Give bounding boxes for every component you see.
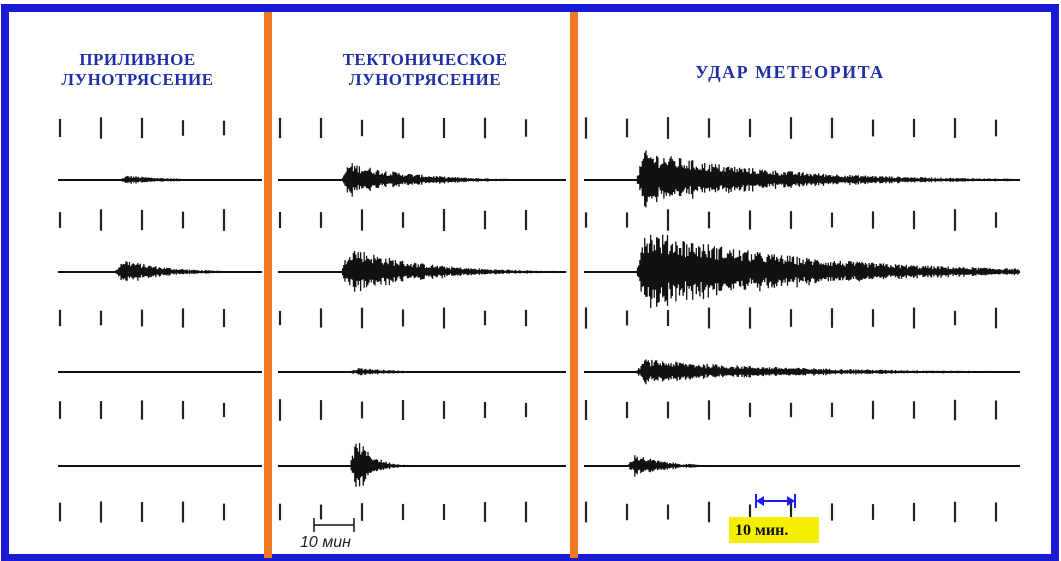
trace-signal-tectonic-3: [350, 368, 438, 376]
panel-title-meteor: УДАР МЕТЕОРИТА: [695, 62, 885, 82]
scale-label-highlight: [729, 517, 819, 543]
trace-signal-tectonic-2: [341, 251, 567, 292]
timing-ticks: [58, 117, 998, 523]
trace-signal-tidal-1: [119, 175, 222, 184]
trace-signal-meteor-3: [636, 359, 1020, 385]
scale-bar-left: [313, 518, 355, 532]
panel-title-tidal: ПРИЛИВНОЕ ЛУНОТРЯСЕНИЕ: [61, 50, 214, 89]
trace-signal-tectonic-4: [350, 443, 418, 487]
divider-right: [570, 12, 578, 558]
scale-label-right: 10 мин.: [735, 522, 789, 539]
trace-signal-meteor-1: [636, 150, 1020, 208]
trace-signal-tectonic-1: [341, 163, 550, 197]
outer-frame: [1, 4, 1059, 561]
trace-signal-tidal-2: [115, 261, 253, 281]
trace-signal-meteor-4: [628, 455, 726, 477]
seismogram-traces: [58, 150, 1020, 487]
scale-label-left: 10 мин: [300, 534, 351, 551]
divider-left: [264, 12, 272, 558]
panel-title-tectonic: ТЕКТОНИЧЕСКОЕ ЛУНОТРЯСЕНИЕ: [342, 50, 508, 89]
scale-arrow-right: [755, 494, 796, 508]
trace-signal-meteor-2: [636, 234, 1020, 309]
